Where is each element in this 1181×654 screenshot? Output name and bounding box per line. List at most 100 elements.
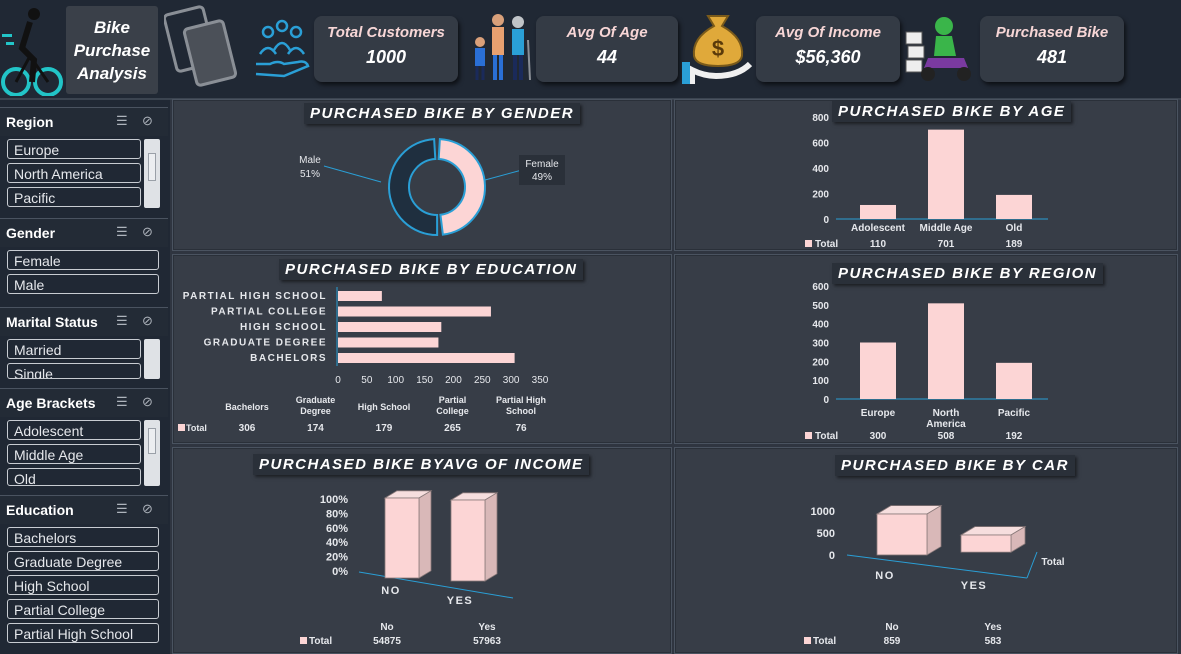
scrollbar-thumb[interactable] bbox=[148, 428, 156, 454]
table-category: Partial bbox=[439, 395, 467, 405]
region-bar-chart: 600 500 400 300 200 100 0 Europe 300 NorthAmerica… bbox=[805, 282, 1048, 442]
y-tick-label: 0 bbox=[823, 395, 829, 406]
chart-title: PURCHASED BIKE BY CAR bbox=[835, 455, 1075, 476]
income-3d-bar-chart: 100% 80% 60% 40% 20% 0% NO YES No 54875 Yes 57963 To… bbox=[300, 490, 514, 647]
title-line-3: Analysis bbox=[77, 64, 147, 83]
slicer-item-pacific[interactable]: Pacific bbox=[7, 187, 141, 207]
table-value: 54875 bbox=[373, 636, 401, 647]
x-tick-label: 0 bbox=[335, 375, 341, 386]
slicer-item-north-america[interactable]: North America bbox=[7, 163, 141, 183]
slicer-item-single[interactable]: Single bbox=[7, 363, 141, 379]
slicer-item-old[interactable]: Old bbox=[7, 468, 141, 487]
y-tick-label: 0 bbox=[829, 550, 835, 562]
table-value: 701 bbox=[938, 239, 955, 250]
table-value: 189 bbox=[1006, 239, 1023, 250]
y-tick-label: 100 bbox=[812, 376, 829, 387]
y-tick-label: 0% bbox=[332, 566, 348, 578]
legend-key bbox=[178, 424, 185, 431]
multi-select-icon[interactable]: ☰ bbox=[116, 394, 128, 409]
legend-label: Total bbox=[815, 431, 838, 442]
money-bag-hand-icon: $ bbox=[682, 15, 753, 84]
clear-filter-icon[interactable]: ⊘ bbox=[142, 394, 153, 409]
panel-gender: PURCHASED BIKE BY GENDER Male 51% Female 49… bbox=[172, 99, 672, 251]
multi-select-icon[interactable]: ☰ bbox=[116, 113, 128, 128]
y-tick-label: 400 bbox=[812, 320, 829, 331]
clear-filter-icon[interactable]: ⊘ bbox=[142, 313, 153, 328]
gender-donut-chart: Male 51% Female 49% bbox=[299, 138, 565, 237]
kpi-purchased-bike: Purchased Bike 481 bbox=[980, 16, 1124, 82]
donut-value-male: 51% bbox=[300, 169, 320, 180]
multi-select-icon[interactable]: ☰ bbox=[116, 313, 128, 328]
x-tick-label: 100 bbox=[387, 375, 404, 386]
slicer-item-adolescent[interactable]: Adolescent bbox=[7, 420, 141, 440]
customers-hand-icon bbox=[255, 19, 310, 78]
donut-value-female: 49% bbox=[532, 172, 552, 183]
table-value: 306 bbox=[239, 423, 256, 434]
bar bbox=[338, 306, 491, 317]
slicer-education-header: Education ☰ ⊘ bbox=[0, 495, 168, 524]
y-tick-label: 0 bbox=[823, 215, 829, 226]
x-tick-label: North bbox=[933, 408, 960, 419]
y-tick-label: 600 bbox=[812, 139, 829, 150]
table-category: Yes bbox=[478, 622, 496, 633]
bar bbox=[996, 362, 1032, 399]
chart-title: PURCHASED BIKE BY EDUCATION bbox=[279, 259, 584, 280]
donut-label-male: Male bbox=[299, 155, 321, 166]
x-tick-label: 350 bbox=[532, 375, 549, 386]
x-tick-label: NO bbox=[381, 585, 401, 597]
scrollbar-thumb[interactable] bbox=[148, 153, 156, 181]
slicer-item-married[interactable]: Married bbox=[7, 339, 141, 359]
x-tick-label: Europe bbox=[861, 408, 896, 419]
leader-line bbox=[484, 169, 523, 181]
bar bbox=[860, 342, 896, 399]
table-value: 110 bbox=[870, 239, 887, 250]
y-tick-label: 40% bbox=[326, 537, 348, 549]
x-tick-label: 300 bbox=[503, 375, 520, 386]
clear-filter-icon[interactable]: ⊘ bbox=[142, 113, 153, 128]
slicer-item-graduate-degree[interactable]: Graduate Degree bbox=[7, 551, 159, 571]
slicer-item-partial-college[interactable]: Partial College bbox=[7, 599, 159, 619]
slicer-item-europe[interactable]: Europe bbox=[7, 139, 141, 159]
title-line-1: Bike bbox=[94, 18, 130, 37]
slicer-item-male[interactable]: Male bbox=[7, 274, 159, 294]
slicer-education-title: Education bbox=[6, 502, 74, 518]
legend-label: Total bbox=[186, 423, 207, 433]
leader-line bbox=[323, 165, 382, 183]
clear-filter-icon[interactable]: ⊘ bbox=[142, 224, 153, 239]
table-value: 300 bbox=[870, 431, 887, 442]
table-value: 859 bbox=[884, 636, 901, 647]
slicer-item-female[interactable]: Female bbox=[7, 250, 159, 270]
slicer-item-bachelors[interactable]: Bachelors bbox=[7, 527, 159, 547]
x-tick-label: 50 bbox=[361, 375, 373, 386]
x-tick-label: Middle Age bbox=[920, 223, 973, 234]
slicer-marital-scrollbar[interactable] bbox=[144, 339, 160, 379]
panel-region: PURCHASED BIKE BY REGION 600 500 400 300 200… bbox=[674, 254, 1178, 444]
legend-key bbox=[300, 637, 307, 644]
slicer-region-scrollbar[interactable] bbox=[144, 139, 160, 208]
table-category: Bachelors bbox=[225, 402, 269, 412]
slicer-item-middle-age[interactable]: Middle Age bbox=[7, 444, 141, 464]
slicer-item-partial-high-school[interactable]: Partial High School bbox=[7, 623, 159, 643]
y-tick-label: 800 bbox=[812, 113, 829, 124]
slicer-age-scrollbar[interactable] bbox=[144, 420, 160, 486]
table-value: 583 bbox=[985, 636, 1002, 647]
table-category: College bbox=[436, 406, 469, 416]
kpi-purchased-bike-label: Purchased Bike bbox=[995, 24, 1109, 41]
cards-icon bbox=[164, 5, 238, 87]
slicer-marital-title: Marital Status bbox=[6, 314, 98, 330]
y-tick-label: PARTIAL HIGH SCHOOL bbox=[183, 291, 327, 302]
table-value: 57963 bbox=[473, 636, 501, 647]
table-value: 179 bbox=[376, 423, 393, 434]
table-category: Yes bbox=[984, 622, 1002, 633]
slicer-item-high-school[interactable]: High School bbox=[7, 575, 159, 595]
multi-select-icon[interactable]: ☰ bbox=[116, 501, 128, 516]
y-tick-label: BACHELORS bbox=[250, 353, 327, 364]
clear-filter-icon[interactable]: ⊘ bbox=[142, 501, 153, 516]
bar-side bbox=[484, 492, 498, 582]
kpi-total-customers-value: 1000 bbox=[365, 47, 407, 67]
multi-select-icon[interactable]: ☰ bbox=[116, 224, 128, 239]
panel-income: PURCHASED BIKE BYAVG OF INCOME 100% 80% 60… bbox=[172, 447, 672, 654]
x-tick-label: 150 bbox=[416, 375, 433, 386]
slicer-age-header: Age Brackets ☰ ⊘ bbox=[0, 388, 168, 417]
legend-key bbox=[805, 240, 812, 247]
